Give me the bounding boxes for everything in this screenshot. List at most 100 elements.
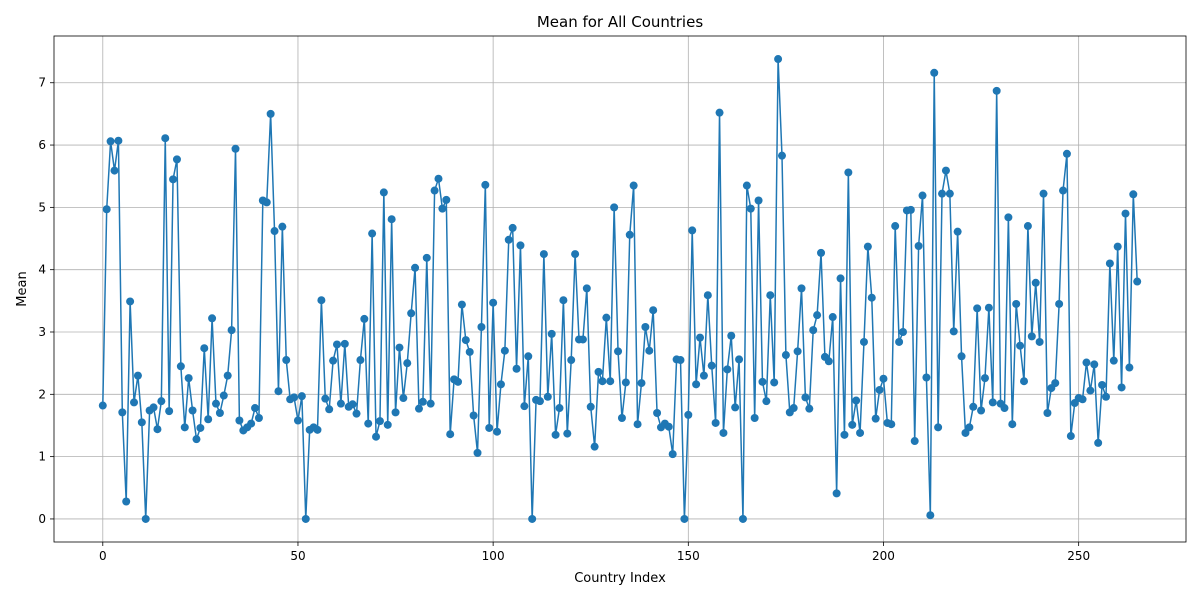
data-point bbox=[867, 293, 876, 302]
data-point bbox=[774, 55, 783, 64]
data-point bbox=[379, 188, 388, 197]
data-point bbox=[590, 442, 599, 451]
data-point bbox=[1113, 242, 1122, 251]
data-point bbox=[969, 402, 978, 411]
data-point bbox=[731, 403, 740, 412]
data-point bbox=[547, 329, 556, 338]
data-point bbox=[742, 181, 751, 190]
data-point bbox=[992, 86, 1001, 95]
data-point bbox=[504, 235, 513, 244]
data-point bbox=[227, 326, 236, 335]
data-point bbox=[738, 514, 747, 523]
data-point bbox=[746, 204, 755, 213]
data-point bbox=[1066, 432, 1075, 441]
data-point bbox=[223, 371, 232, 380]
data-point bbox=[1121, 209, 1130, 218]
data-point bbox=[637, 379, 646, 388]
data-point bbox=[1055, 299, 1064, 308]
data-point bbox=[375, 417, 384, 426]
data-point bbox=[1023, 222, 1032, 231]
data-point bbox=[844, 168, 853, 177]
data-point bbox=[219, 391, 228, 400]
data-point bbox=[336, 399, 345, 408]
data-point bbox=[910, 437, 919, 446]
data-point bbox=[750, 413, 759, 422]
data-point bbox=[926, 511, 935, 520]
data-point bbox=[102, 205, 111, 214]
data-point bbox=[614, 347, 623, 356]
data-point bbox=[692, 380, 701, 389]
data-point bbox=[364, 419, 373, 428]
data-point bbox=[727, 331, 736, 340]
data-point bbox=[391, 408, 400, 417]
data-point bbox=[1059, 186, 1068, 195]
data-point bbox=[524, 352, 533, 361]
data-point bbox=[914, 242, 923, 250]
data-point bbox=[957, 352, 966, 361]
y-tick-label: 7 bbox=[38, 76, 46, 90]
data-point bbox=[551, 430, 560, 439]
data-point bbox=[465, 347, 474, 356]
data-point bbox=[422, 253, 431, 262]
data-point bbox=[653, 409, 662, 418]
data-point bbox=[891, 222, 900, 231]
data-point bbox=[945, 189, 954, 198]
data-point bbox=[356, 356, 365, 365]
data-point bbox=[699, 371, 708, 380]
data-point bbox=[567, 356, 576, 365]
data-point bbox=[793, 347, 802, 356]
data-point bbox=[137, 418, 146, 427]
data-point bbox=[297, 392, 306, 401]
data-point bbox=[454, 377, 463, 386]
data-point bbox=[1027, 332, 1036, 341]
y-tick-label: 3 bbox=[38, 325, 46, 339]
data-point bbox=[172, 155, 181, 164]
data-point bbox=[1133, 277, 1142, 286]
data-point bbox=[1098, 380, 1107, 389]
data-point bbox=[918, 191, 927, 200]
data-point bbox=[863, 242, 872, 251]
data-point bbox=[118, 408, 127, 417]
grid-lines bbox=[54, 36, 1186, 542]
data-point bbox=[231, 144, 240, 153]
data-point bbox=[461, 336, 470, 345]
data-point bbox=[169, 175, 178, 184]
data-point bbox=[442, 195, 451, 204]
data-point bbox=[1051, 379, 1060, 388]
data-point bbox=[777, 151, 786, 160]
data-point bbox=[141, 514, 150, 523]
data-point bbox=[114, 136, 123, 145]
data-point bbox=[251, 404, 260, 413]
data-point bbox=[817, 248, 826, 257]
data-point bbox=[329, 356, 338, 365]
data-point bbox=[477, 323, 486, 332]
data-point bbox=[1020, 377, 1029, 386]
y-tick-label: 0 bbox=[38, 512, 46, 526]
data-point bbox=[1086, 386, 1095, 395]
data-point bbox=[895, 337, 904, 346]
data-point bbox=[395, 343, 404, 352]
data-point bbox=[434, 174, 443, 183]
data-point bbox=[528, 514, 537, 523]
data-point bbox=[414, 404, 423, 413]
data-point bbox=[899, 328, 907, 336]
data-point bbox=[1012, 299, 1021, 308]
data-point bbox=[278, 222, 287, 231]
data-point bbox=[1117, 383, 1126, 392]
data-point bbox=[1129, 190, 1138, 199]
data-point bbox=[832, 489, 841, 498]
x-tick-label: 0 bbox=[99, 549, 107, 563]
data-point bbox=[680, 514, 689, 523]
x-tick-label: 100 bbox=[482, 549, 505, 563]
data-point bbox=[110, 166, 119, 175]
data-point bbox=[235, 416, 244, 425]
data-point bbox=[333, 340, 341, 349]
data-point bbox=[165, 407, 174, 416]
data-point bbox=[797, 284, 806, 293]
data-point bbox=[906, 205, 915, 214]
data-point bbox=[610, 203, 619, 212]
x-tick-label: 250 bbox=[1067, 549, 1090, 563]
data-point bbox=[192, 435, 201, 444]
data-point bbox=[735, 355, 744, 364]
